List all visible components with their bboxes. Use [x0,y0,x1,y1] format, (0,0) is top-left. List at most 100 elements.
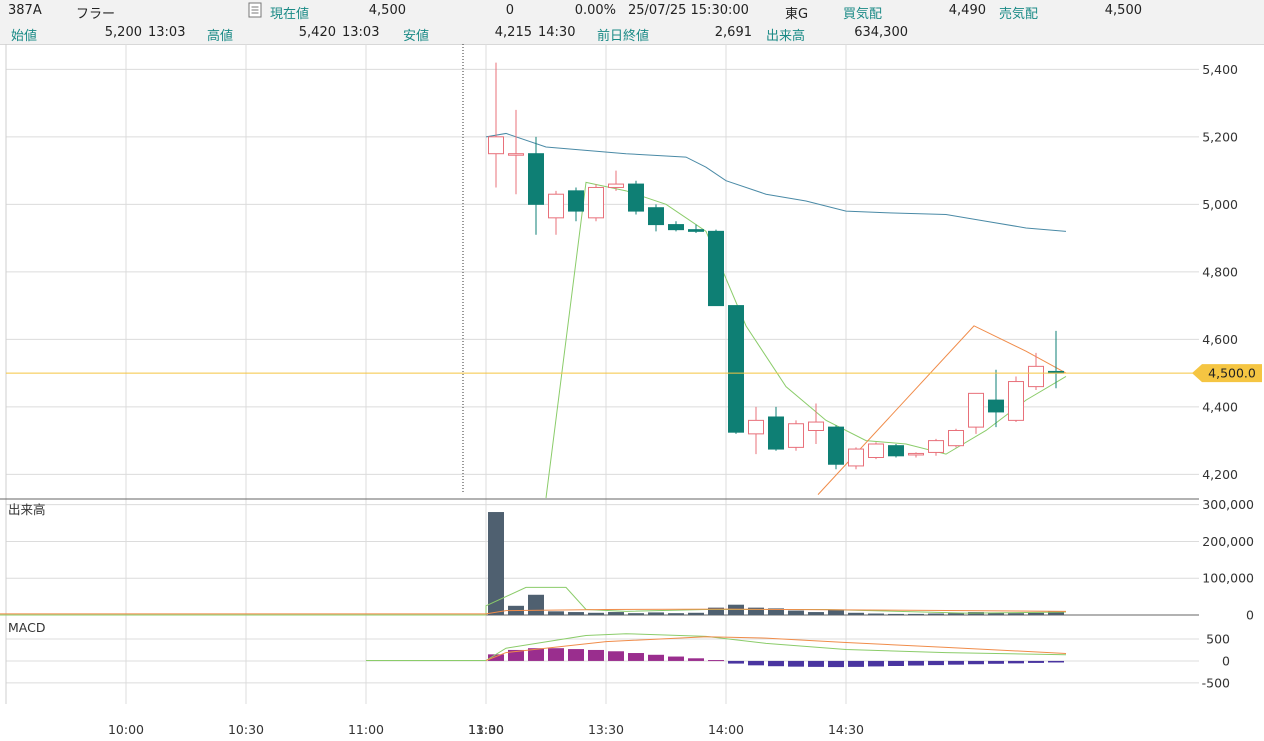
time-axis-label: 11:30 [468,722,504,737]
quote-row-2: 始値 5,200 13:03 高値 5,420 13:03 安値 4,215 1… [0,22,1264,44]
time-axis-label: 10:00 [108,722,144,737]
candle [948,428,964,448]
volume-bar [648,612,664,615]
volume-bar [548,611,564,615]
volume-axis-label: 100,000 [1202,571,1254,586]
volume-bar [688,612,704,615]
candle-body [648,207,664,226]
macd-bar [528,648,544,661]
candle [488,62,504,188]
volume-panel-title: 出来高 [8,502,46,517]
quote-datetime: 25/07/25 15:30:00 [628,3,749,18]
candle-body [608,183,624,188]
volume-bar [848,612,864,615]
macd-bar [828,660,844,668]
high-label: 高値 [207,29,234,44]
price-change-pct: 0.00% [574,3,616,18]
open-time: 13:03 [148,25,186,40]
macd-bar [708,660,724,662]
price-axis-label: 5,400 [1202,62,1238,77]
candle [568,187,584,222]
ask-label: 売気配 [999,7,1039,22]
stock-code: 387A [8,3,42,18]
macd-bar [508,649,524,661]
macd-bar [568,649,584,661]
macd-line [366,633,1067,661]
candle [528,136,544,235]
chart-area[interactable]: 4,500.0 4,200 4,400 4,600 4,800 5,000 5,200 5,4… [0,44,1264,741]
ask-value: 4,500 [1104,3,1142,18]
volume-bar [528,594,544,615]
volume-bar [488,512,504,615]
macd-bar [608,651,624,661]
candle-body [888,445,904,457]
macd-bar [1028,660,1044,663]
macd-bar [808,660,824,667]
volume-bar [608,612,624,615]
current-price-label: 現在値 [270,7,310,22]
candle-body [528,153,544,205]
time-axis-label: 14:00 [708,722,744,737]
candle [828,425,844,470]
low-value: 4,215 [494,25,532,40]
quote-row-1: 387A フラー 現在値 4,500 0 0.00% 25/07/25 15:3… [0,0,1264,22]
candle [648,204,664,232]
volume-axis-label: 300,000 [1202,497,1254,512]
candle-body [568,190,584,212]
candle [908,452,924,458]
candle-body [548,193,564,219]
price-ma-line [817,325,1067,495]
candle [848,447,864,470]
macd-bar [648,654,664,661]
price-axis-label: 4,600 [1202,332,1238,347]
stock-name: フラー [76,7,116,22]
volume-bar [628,613,644,615]
candle-body [848,448,864,467]
price-ma-line [485,132,1067,232]
macd-axis-label: 0 [1222,653,1230,668]
candle [968,392,984,434]
macd-bar [1008,660,1024,664]
open-value: 5,200 [104,25,142,40]
volume-bar [828,609,844,615]
candle [588,184,604,222]
prev-close-label: 前日終値 [597,29,650,44]
candle-body [808,421,824,431]
volume-bar [808,612,824,615]
volume-bar [1028,612,1044,615]
volume-bar [788,610,804,615]
time-axis-label: 11:00 [348,722,384,737]
candle-body [928,440,944,453]
low-time: 14:30 [538,25,576,40]
current-price-value: 4,500 [368,3,406,18]
macd-bar [728,660,744,664]
price-axis-label: 4,400 [1202,399,1238,414]
macd-bar [588,649,604,661]
quote-header: 387A フラー 現在値 4,500 0 0.00% 25/07/25 15:3… [0,0,1264,45]
macd-axis-label: 500 [1206,631,1230,646]
price-change: 0 [505,3,514,18]
candle-body [988,399,1004,413]
volume-ma-line [0,608,1067,615]
candle [988,369,1004,428]
candle-body [788,423,804,448]
candle [608,170,624,191]
volume-bar [868,613,884,615]
price-axis-label: 4,200 [1202,467,1238,482]
candle [508,109,524,195]
macd-bar [968,660,984,665]
candle-body [588,186,604,219]
macd-bar [488,654,504,661]
document-icon[interactable] [248,2,262,22]
candle [668,221,684,232]
macd-bar [548,648,564,661]
candle [868,442,884,460]
macd-bar [688,658,704,661]
bid-value: 4,490 [948,3,986,18]
macd-bar [928,660,944,666]
macd-panel-title: MACD [8,620,45,635]
candle-body [688,229,704,232]
candle [1028,352,1044,390]
time-axis-label: 13:30 [588,722,624,737]
candle-body [488,136,504,155]
